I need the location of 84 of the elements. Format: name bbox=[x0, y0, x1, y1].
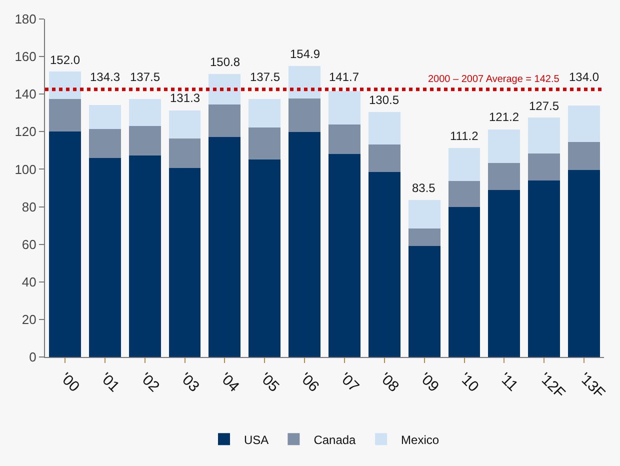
x-tick-label: '08 bbox=[376, 370, 402, 396]
total-label: 137.5 bbox=[250, 70, 280, 84]
total-label: 131.3 bbox=[170, 91, 200, 105]
x-tick-label: '06 bbox=[296, 370, 322, 396]
bar bbox=[208, 104, 241, 137]
bar bbox=[368, 112, 400, 145]
bar bbox=[488, 129, 520, 164]
bar bbox=[448, 148, 480, 182]
bar bbox=[368, 172, 400, 357]
bar bbox=[248, 98, 281, 128]
bar bbox=[88, 129, 121, 158]
bar bbox=[128, 156, 161, 357]
x-tick-label: '13F bbox=[576, 370, 608, 402]
bar bbox=[128, 126, 161, 156]
x-tick-label: '04 bbox=[216, 370, 242, 396]
bar bbox=[528, 180, 560, 357]
y-tick-label: 120 bbox=[14, 124, 36, 140]
bar bbox=[568, 142, 600, 170]
y-tick-label: 60 bbox=[22, 236, 36, 252]
bar bbox=[328, 154, 360, 357]
bar bbox=[88, 104, 121, 130]
y-tick-label: 40 bbox=[22, 274, 36, 290]
total-label: 121.2 bbox=[489, 110, 520, 124]
x-tick-label: '00 bbox=[56, 370, 83, 396]
bar bbox=[288, 132, 321, 357]
total-label: 152.0 bbox=[50, 53, 80, 67]
total-label: 141.7 bbox=[329, 70, 360, 84]
y-tick-label: 20 bbox=[22, 312, 36, 327]
legend-label: Mexico bbox=[401, 432, 440, 447]
bar bbox=[168, 110, 201, 138]
bar bbox=[488, 163, 520, 190]
bar bbox=[528, 118, 560, 154]
x-tick-label: '02 bbox=[136, 370, 163, 396]
bar bbox=[48, 72, 81, 99]
total-label: 130.5 bbox=[369, 93, 400, 107]
bar bbox=[328, 90, 360, 125]
x-tick-label: '03 bbox=[176, 370, 202, 396]
ref-line-label: 2000 – 2007 Average = 142.5 bbox=[428, 74, 560, 85]
bar bbox=[48, 98, 81, 132]
bar bbox=[168, 168, 201, 357]
y-tick-label: 0 bbox=[29, 350, 36, 365]
total-label: 134.0 bbox=[569, 70, 600, 84]
x-tick-label: '10 bbox=[456, 370, 482, 396]
legend-label: USA bbox=[244, 432, 269, 447]
bar bbox=[448, 181, 480, 208]
bar bbox=[368, 144, 400, 172]
legend-label: Canada bbox=[314, 432, 356, 447]
bar bbox=[408, 246, 440, 357]
total-label: 111.2 bbox=[450, 129, 479, 143]
bar bbox=[328, 124, 360, 154]
x-tick-label: '11 bbox=[496, 370, 522, 395]
bar bbox=[568, 170, 600, 357]
bar bbox=[288, 66, 321, 99]
total-label: 127.5 bbox=[529, 99, 560, 113]
total-label: 154.9 bbox=[290, 47, 320, 61]
bar bbox=[168, 138, 201, 168]
bar bbox=[48, 132, 81, 357]
bar bbox=[128, 98, 161, 126]
x-tick-label: '07 bbox=[336, 370, 362, 396]
bar bbox=[488, 190, 520, 357]
bar bbox=[288, 98, 321, 132]
y-tick-label: 100 bbox=[14, 162, 36, 177]
y-tick-label: 160 bbox=[14, 49, 36, 64]
bar bbox=[248, 159, 281, 357]
x-tick-label: '12F bbox=[536, 370, 568, 402]
total-label: 134.3 bbox=[90, 70, 120, 84]
total-label: 83.5 bbox=[412, 181, 436, 195]
bar bbox=[208, 74, 241, 104]
bar bbox=[568, 105, 600, 142]
bar bbox=[408, 200, 440, 228]
bar bbox=[448, 207, 480, 357]
bar bbox=[208, 136, 241, 357]
x-tick-label: '09 bbox=[416, 370, 442, 396]
total-label: 150.8 bbox=[210, 55, 240, 69]
bar bbox=[528, 153, 560, 180]
bar bbox=[88, 158, 121, 357]
bar bbox=[408, 228, 440, 246]
x-tick-label: '01 bbox=[96, 370, 123, 396]
y-tick-label: 80 bbox=[22, 199, 36, 214]
bar bbox=[248, 128, 281, 160]
y-tick-label: 180 bbox=[14, 12, 36, 27]
total-label: 137.5 bbox=[130, 70, 160, 84]
x-tick-label: '05 bbox=[256, 370, 282, 396]
y-tick-label: 140 bbox=[14, 86, 36, 102]
